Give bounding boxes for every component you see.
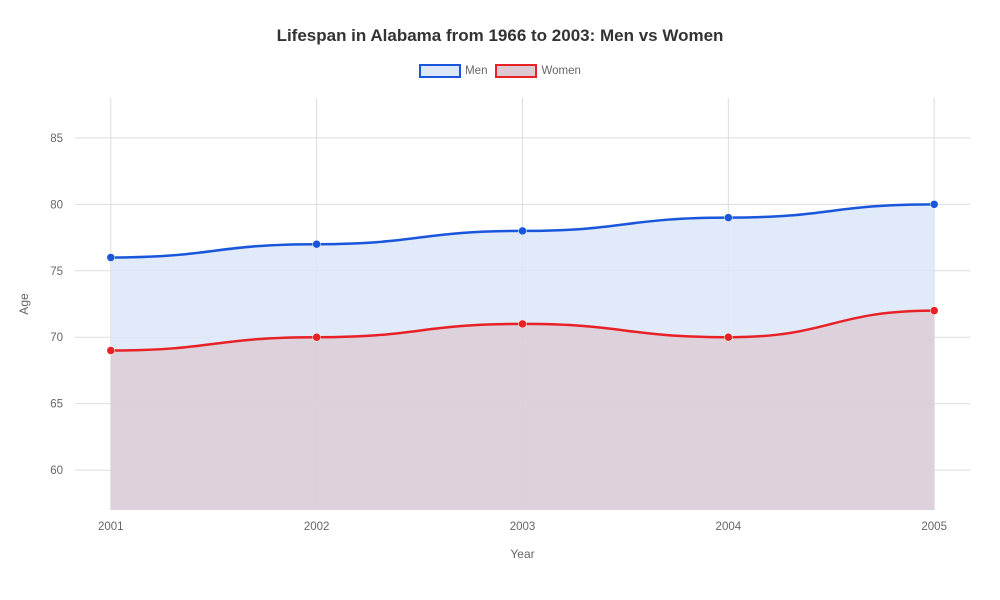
y-tick-label: 85 xyxy=(50,133,63,145)
chart-container: Lifespan in Alabama from 1966 to 2003: M… xyxy=(0,0,1000,600)
y-tick-label: 60 xyxy=(50,465,63,477)
marker-men[interactable] xyxy=(724,214,732,222)
chart-plot: 60 65 70 75 80 85 2001 2002 2003 2004 2005 Age Year xyxy=(0,0,1000,600)
y-tick-label: 65 xyxy=(50,399,63,411)
marker-men[interactable] xyxy=(107,253,115,261)
y-tick-label: 75 xyxy=(50,266,63,278)
y-tick-label: 80 xyxy=(50,199,63,211)
marker-men[interactable] xyxy=(930,200,938,208)
marker-women[interactable] xyxy=(107,347,115,355)
marker-women[interactable] xyxy=(519,320,527,328)
marker-men[interactable] xyxy=(313,240,321,248)
marker-women[interactable] xyxy=(313,333,321,341)
x-tick-label: 2004 xyxy=(716,521,742,533)
marker-men[interactable] xyxy=(519,227,527,235)
marker-women[interactable] xyxy=(724,333,732,341)
y-tick-label: 70 xyxy=(50,332,63,344)
x-axis-title: Year xyxy=(510,547,534,561)
marker-women[interactable] xyxy=(930,307,938,315)
x-tick-label: 2005 xyxy=(921,521,947,533)
y-axis-title: Age xyxy=(17,293,31,315)
x-tick-label: 2001 xyxy=(98,521,124,533)
x-tick-label: 2003 xyxy=(510,521,536,533)
x-tick-label: 2002 xyxy=(304,521,330,533)
